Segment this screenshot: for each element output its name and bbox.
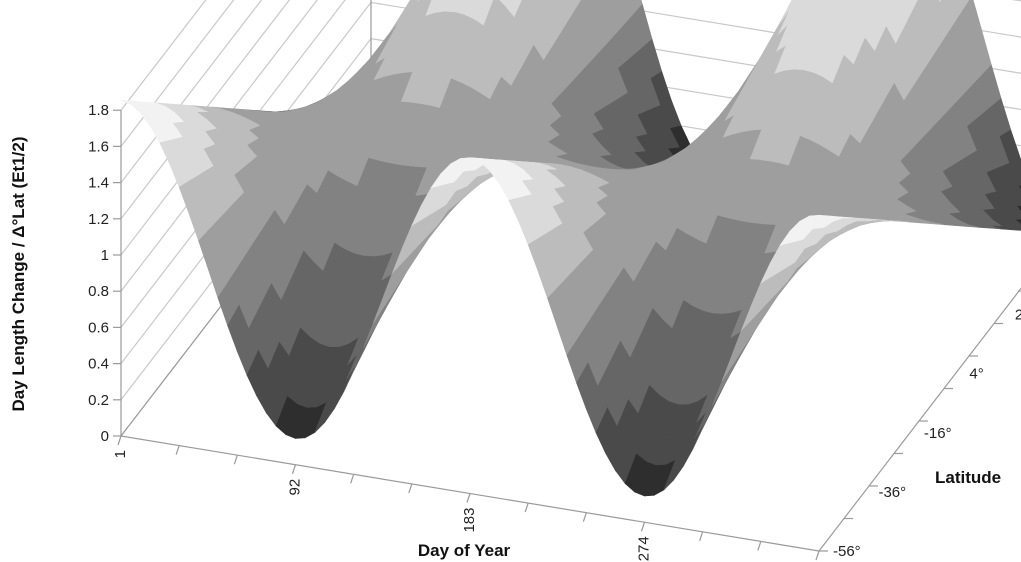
z-tick-label: 0.6 bbox=[88, 319, 109, 336]
z-gridline bbox=[120, 0, 235, 147]
surface-plot bbox=[120, 0, 1021, 497]
surface-facet bbox=[574, 0, 582, 7]
x-tick-mark bbox=[350, 474, 355, 484]
x-tick-mark bbox=[466, 493, 471, 503]
x-axis-tick-labels: 192183274365 bbox=[112, 450, 653, 561]
x-tick-mark bbox=[291, 464, 297, 474]
x-tick-mark bbox=[640, 522, 646, 532]
x-tick-mark bbox=[175, 445, 180, 455]
x-tick-mark bbox=[233, 454, 238, 465]
y-axis-title: Latitude bbox=[935, 468, 1001, 487]
y-axis-line bbox=[818, 287, 1021, 552]
z-tick-label: 1.2 bbox=[88, 211, 109, 228]
y-tick-label: 4° bbox=[969, 366, 983, 383]
z-tick-label: 0.2 bbox=[88, 392, 109, 409]
z-tick-label: 1.8 bbox=[88, 102, 109, 119]
y-tick-label: 24° bbox=[1015, 307, 1021, 324]
x-tick-mark bbox=[815, 550, 820, 561]
x-tick-mark bbox=[524, 502, 529, 513]
y-tick-label: -36° bbox=[878, 484, 906, 501]
y-tick-label: -16° bbox=[924, 425, 952, 442]
x-tick-mark bbox=[117, 435, 122, 446]
z-tick-label: 1 bbox=[101, 247, 109, 264]
y-axis-tick-labels: -56°-36°-16°4°24°44° bbox=[833, 307, 1021, 560]
x-axis-title: Day of Year bbox=[418, 541, 511, 560]
x-tick-mark bbox=[582, 512, 587, 522]
y-tick-label: -56° bbox=[833, 543, 861, 560]
surface-facet bbox=[809, 214, 831, 217]
z-tick-label: 0.8 bbox=[88, 283, 109, 300]
x-tick-mark bbox=[699, 531, 704, 542]
surface-facet bbox=[554, 0, 559, 5]
z-tick-label: 0 bbox=[101, 428, 109, 445]
z-tick-label: 1.6 bbox=[88, 138, 109, 155]
z-gridline bbox=[120, 0, 207, 111]
z-axis-title: Day Length Change / Δ°Lat (Et1/2) bbox=[9, 137, 28, 412]
z-tick-label: 0.4 bbox=[88, 356, 109, 373]
x-tick-label: 1 bbox=[112, 450, 129, 458]
z-gridline bbox=[120, 0, 263, 183]
x-tick-label: 92 bbox=[287, 479, 304, 496]
x-tick-label: 183 bbox=[461, 508, 478, 533]
x-tick-mark bbox=[757, 541, 762, 551]
z-axis-tick-labels: 0 0.2 0.4 0.6 0.8 1 1.2 1.4 1.6 1.8 bbox=[88, 102, 109, 445]
x-tick-label: 274 bbox=[636, 536, 653, 561]
x-tick-mark bbox=[408, 483, 413, 494]
z-tick-label: 1.4 bbox=[88, 175, 109, 192]
